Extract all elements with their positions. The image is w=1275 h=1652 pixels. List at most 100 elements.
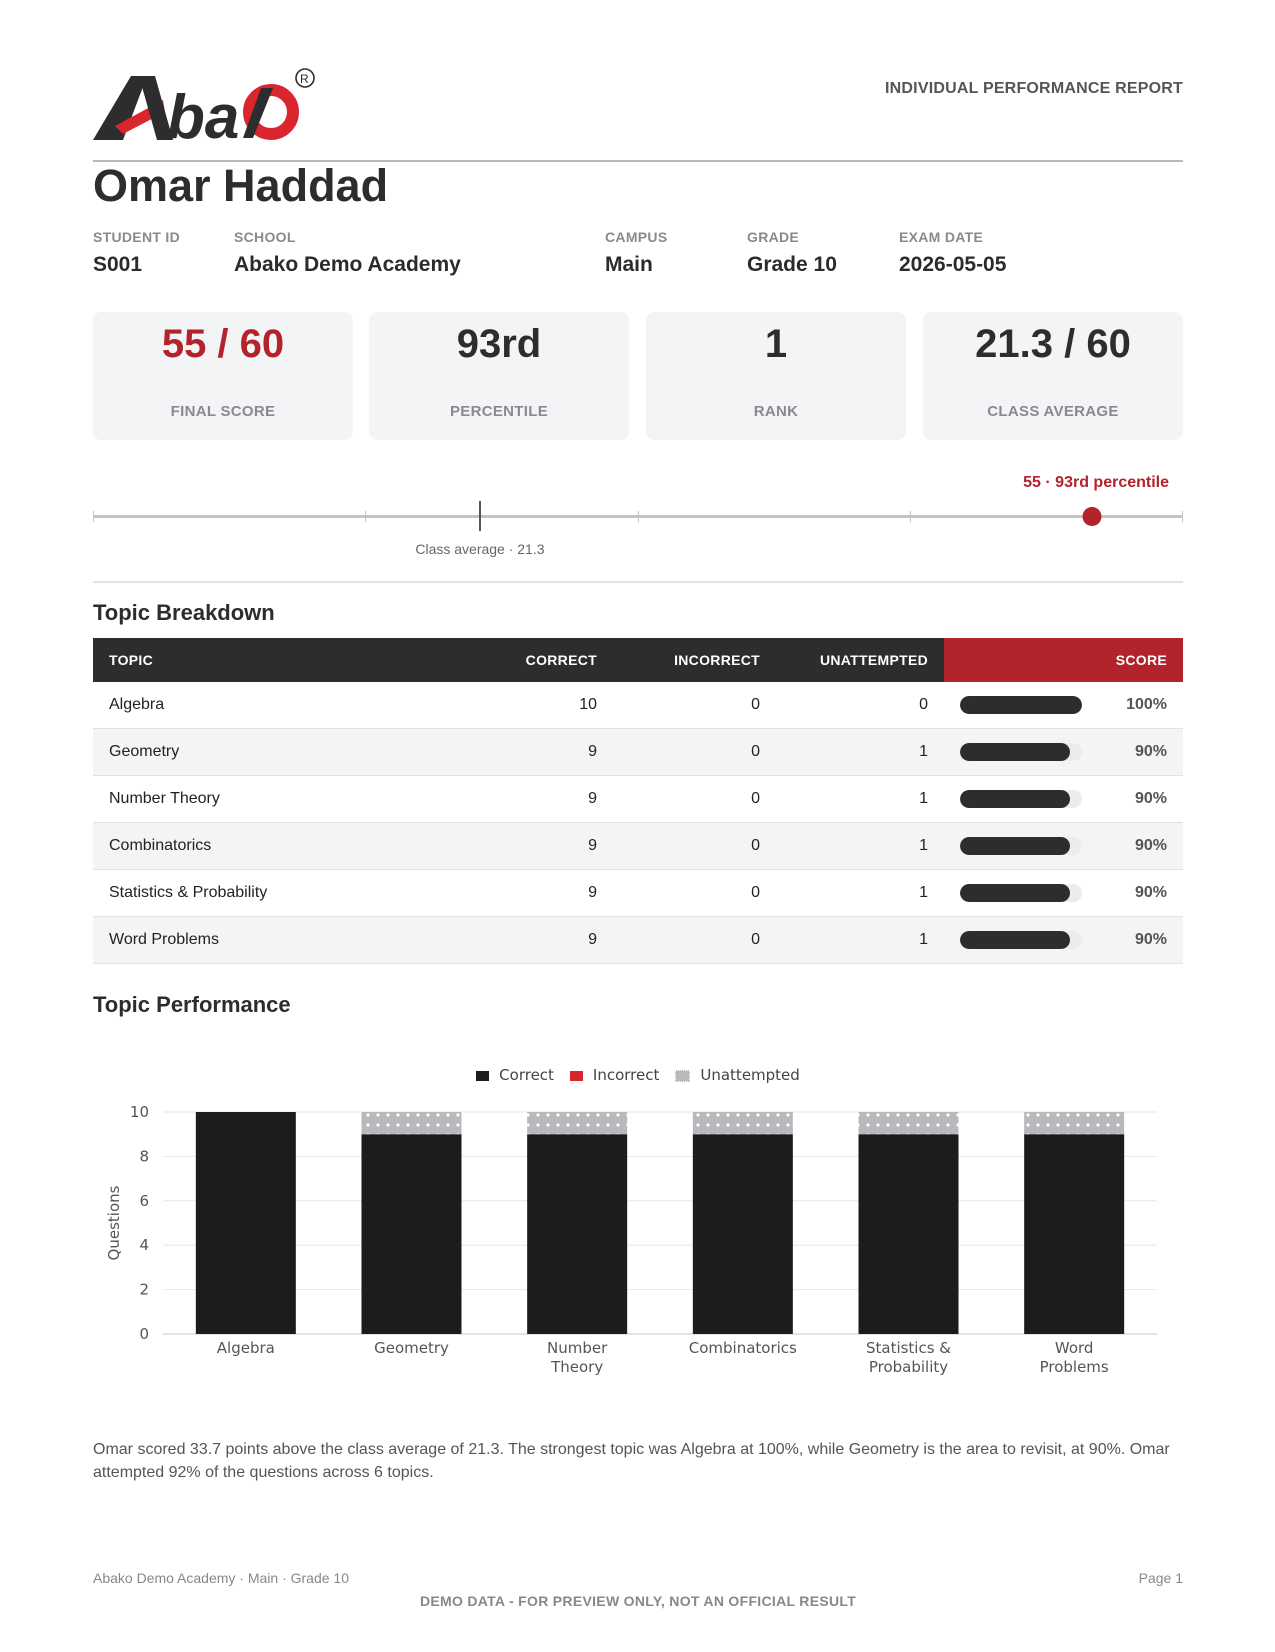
score-percent: 90% bbox=[1134, 743, 1167, 760]
x-tick-label: Problems bbox=[1040, 1358, 1109, 1376]
report-title: INDIVIDUAL PERFORMANCE REPORT bbox=[885, 80, 1183, 97]
info-label: SCHOOL bbox=[234, 229, 296, 245]
bar-unattempted bbox=[361, 1112, 462, 1135]
score-bar bbox=[960, 743, 1082, 761]
topic-name: Statistics & Probability bbox=[93, 869, 493, 917]
x-tick-label: Theory bbox=[550, 1358, 603, 1376]
info-value: Abako Demo Academy bbox=[234, 253, 461, 276]
legend-swatch bbox=[675, 1069, 691, 1082]
range-tick bbox=[638, 511, 639, 522]
info-label: EXAM DATE bbox=[899, 229, 984, 245]
demo-notice: DEMO DATA - FOR PREVIEW ONLY, NOT AN OFF… bbox=[419, 1593, 857, 1609]
score-bar bbox=[960, 696, 1082, 714]
info-label: GRADE bbox=[747, 229, 800, 245]
range-tick bbox=[910, 511, 911, 522]
y-tick-label: 8 bbox=[139, 1147, 149, 1165]
report-page: ba R INDIVIDUAL PERFORMANCE REPORT Omar … bbox=[93, 0, 1183, 1652]
score-bar-fill bbox=[960, 837, 1070, 855]
score-cell: 100% bbox=[944, 682, 1183, 729]
class-average-value: 21.3 / 60 bbox=[975, 322, 1131, 366]
info-value: 2026-05-05 bbox=[899, 253, 1007, 276]
chart-legend: Correct Incorrect Unattempted bbox=[93, 1066, 1183, 1084]
score-bar bbox=[960, 837, 1082, 855]
topic-name: Algebra bbox=[93, 682, 493, 729]
info-label: STUDENT ID bbox=[93, 229, 180, 245]
topic-performance-title: Topic Performance bbox=[93, 992, 291, 1017]
rank-value: 1 bbox=[764, 322, 788, 366]
y-tick-label: 6 bbox=[139, 1192, 149, 1210]
range-tick bbox=[93, 511, 94, 522]
table-row: Geometry 9 0 1 90% bbox=[93, 728, 1183, 776]
registered-mark: R bbox=[300, 72, 309, 86]
x-tick-label: Algebra bbox=[217, 1339, 275, 1357]
percentile-caption: PERCENTILE bbox=[449, 403, 548, 420]
bar-correct bbox=[195, 1112, 296, 1334]
info-campus: CAMPUS Main bbox=[605, 229, 667, 277]
correct-count: 9 bbox=[493, 775, 613, 823]
final-score-caption: FINAL SCORE bbox=[170, 403, 276, 420]
score-cell: 90% bbox=[944, 822, 1183, 870]
x-tick-label: Number bbox=[547, 1339, 608, 1357]
bar-correct bbox=[692, 1134, 793, 1334]
unattempted-count: 1 bbox=[776, 916, 944, 964]
topic-name: Number Theory bbox=[93, 775, 493, 823]
score-percent: 90% bbox=[1134, 837, 1167, 854]
info-value: S001 bbox=[93, 253, 143, 276]
percentile-card: 93rd PERCENTILE bbox=[369, 312, 629, 440]
bar-unattempted bbox=[1024, 1112, 1125, 1135]
table-row: Algebra 10 0 0 100% bbox=[93, 682, 1183, 729]
y-tick-label: 0 bbox=[139, 1325, 149, 1343]
score-bar bbox=[960, 884, 1082, 902]
score-bar-fill bbox=[960, 884, 1070, 902]
correct-count: 10 bbox=[493, 682, 613, 729]
info-grade: GRADE Grade 10 bbox=[747, 229, 837, 277]
info-value: Grade 10 bbox=[747, 253, 837, 276]
score-range-track: Class average · 21.3 55 · 93rd percentil… bbox=[93, 470, 1183, 570]
y-axis-label: Questions bbox=[105, 1185, 123, 1260]
bar-correct bbox=[858, 1134, 959, 1334]
score-bar-fill bbox=[960, 790, 1070, 808]
class-average-label: Class average · 21.3 bbox=[415, 541, 545, 557]
percentile-value: 93rd bbox=[456, 322, 542, 366]
score-percent: 90% bbox=[1134, 931, 1167, 948]
topic-name: Geometry bbox=[93, 728, 493, 776]
class-average-card: 21.3 / 60 CLASS AVERAGE bbox=[923, 312, 1183, 440]
abako-logo: ba R bbox=[93, 68, 315, 148]
svg-text:ba: ba bbox=[167, 83, 239, 148]
unattempted-count: 1 bbox=[776, 775, 944, 823]
student-score-marker bbox=[1082, 507, 1102, 526]
header-divider bbox=[93, 160, 1183, 162]
correct-count: 9 bbox=[493, 869, 613, 917]
col-incorrect: INCORRECT bbox=[613, 638, 776, 682]
rank-card: 1 RANK bbox=[646, 312, 906, 440]
x-tick-label: Combinatorics bbox=[689, 1339, 797, 1357]
legend-item: Correct bbox=[476, 1066, 554, 1084]
rank-caption: RANK bbox=[753, 403, 799, 420]
correct-count: 9 bbox=[493, 822, 613, 870]
table-row: Word Problems 9 0 1 90% bbox=[93, 916, 1183, 964]
incorrect-count: 0 bbox=[613, 916, 776, 964]
final-score-card: 55 / 60 FINAL SCORE bbox=[93, 312, 353, 440]
student-name: Omar Haddad bbox=[93, 160, 389, 211]
legend-item: Unattempted bbox=[675, 1066, 800, 1084]
score-bar bbox=[960, 931, 1082, 949]
topic-breakdown-table: TOPIC CORRECT INCORRECT UNATTEMPTED SCOR… bbox=[93, 638, 1183, 964]
col-score: SCORE bbox=[944, 638, 1183, 682]
topic-performance-chart: 0 2 4 6 8 10 Questions Algebra Geometry NumberThe… bbox=[105, 1103, 1157, 1376]
footer-page-number: Page 1 bbox=[1138, 1570, 1183, 1586]
table-header-row: TOPIC CORRECT INCORRECT UNATTEMPTED SCOR… bbox=[93, 638, 1183, 682]
y-tick-label: 2 bbox=[139, 1281, 149, 1299]
score-cell: 90% bbox=[944, 728, 1183, 776]
range-tick bbox=[1182, 511, 1183, 522]
unattempted-count: 1 bbox=[776, 728, 944, 776]
col-unattempted: UNATTEMPTED bbox=[776, 638, 944, 682]
x-tick-label: Probability bbox=[869, 1358, 948, 1376]
info-student-id: STUDENT ID S001 bbox=[93, 229, 180, 277]
unattempted-count: 1 bbox=[776, 822, 944, 870]
table-row: Statistics & Probability 9 0 1 90% bbox=[93, 869, 1183, 917]
unattempted-count: 0 bbox=[776, 682, 944, 729]
info-school: SCHOOL Abako Demo Academy bbox=[234, 229, 461, 277]
incorrect-count: 0 bbox=[613, 775, 776, 823]
score-percent: 90% bbox=[1134, 790, 1167, 807]
correct-count: 9 bbox=[493, 916, 613, 964]
